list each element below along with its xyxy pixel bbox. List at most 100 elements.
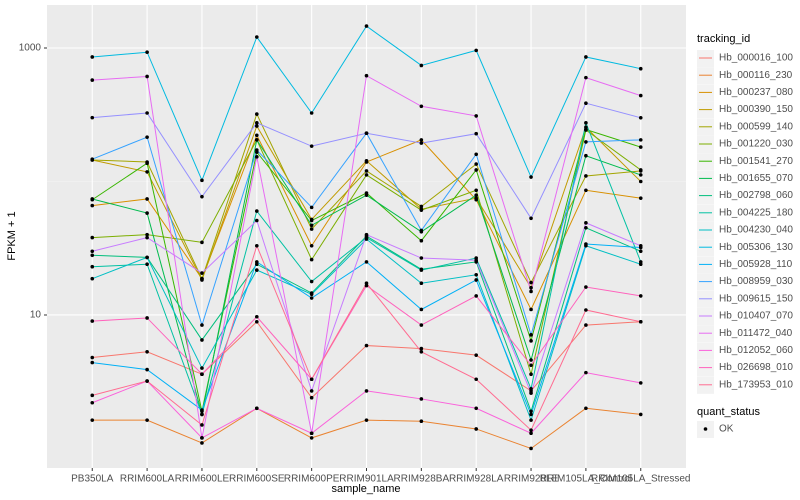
data-point xyxy=(638,116,643,120)
data-point xyxy=(255,260,259,264)
legend-label: Hb_000116_230 xyxy=(719,70,793,81)
data-point xyxy=(309,227,314,231)
data-point xyxy=(200,323,204,327)
data-point xyxy=(90,264,95,269)
data-point xyxy=(145,170,149,174)
data-point xyxy=(419,419,424,424)
data-point xyxy=(309,436,314,440)
data-point xyxy=(474,196,478,200)
data-point xyxy=(529,216,533,221)
data-point xyxy=(474,377,478,382)
data-point xyxy=(200,240,204,245)
data-point xyxy=(90,319,95,323)
data-point xyxy=(584,221,588,225)
data-point xyxy=(309,257,314,262)
data-point xyxy=(638,381,643,385)
data-point xyxy=(474,131,478,136)
data-point xyxy=(529,363,533,368)
data-point xyxy=(529,289,533,294)
data-point xyxy=(584,225,588,230)
data-point xyxy=(529,428,533,433)
data-point xyxy=(419,268,424,272)
data-point xyxy=(145,211,149,215)
data-point xyxy=(90,235,95,240)
data-point xyxy=(309,111,314,115)
y-tick-label: 10 xyxy=(30,310,42,321)
shape-legend-title: quant_status xyxy=(697,406,760,418)
data-point xyxy=(255,121,259,125)
data-point xyxy=(638,412,643,417)
data-point xyxy=(145,135,149,139)
data-point xyxy=(145,197,149,201)
x-axis-title: sample_name xyxy=(331,483,400,495)
data-point xyxy=(529,285,533,290)
data-point xyxy=(364,158,369,163)
data-point xyxy=(145,349,149,354)
data-point xyxy=(200,423,204,427)
data-point xyxy=(255,155,259,159)
legend-label: Hb_001541_270 xyxy=(719,156,793,167)
data-point xyxy=(584,127,588,132)
data-point xyxy=(90,276,95,281)
legend-label: Hb_009615_150 xyxy=(719,293,793,304)
data-point xyxy=(200,412,204,417)
data-point xyxy=(584,101,588,105)
legend-label: Hb_026698_010 xyxy=(719,362,793,373)
data-point xyxy=(90,360,95,365)
data-point xyxy=(584,308,588,312)
data-point xyxy=(584,121,588,125)
data-point xyxy=(145,418,149,422)
data-point xyxy=(255,148,259,152)
data-point xyxy=(638,93,643,98)
data-point xyxy=(200,408,204,412)
legend-label: Hb_012052_060 xyxy=(719,345,793,356)
data-point xyxy=(529,358,533,362)
x-tick-label: RRIM600LA xyxy=(120,474,175,485)
data-point xyxy=(419,281,424,286)
data-point xyxy=(529,175,533,179)
legend-key xyxy=(697,239,714,257)
data-point xyxy=(584,242,588,246)
data-point xyxy=(200,372,204,377)
data-point xyxy=(419,238,424,243)
x-tick-label: PB350LA xyxy=(71,474,114,485)
data-point xyxy=(90,393,95,398)
data-point xyxy=(529,391,533,395)
data-point xyxy=(638,319,643,324)
data-point xyxy=(364,232,369,237)
data-point xyxy=(145,379,149,383)
data-point xyxy=(529,386,533,391)
data-point xyxy=(419,204,424,209)
data-point xyxy=(419,228,424,233)
data-point xyxy=(584,406,588,411)
data-point xyxy=(638,168,643,172)
data-point xyxy=(474,427,478,431)
data-point xyxy=(145,367,149,372)
data-point xyxy=(419,141,424,145)
legend-label: Hb_000016_100 xyxy=(719,53,793,64)
data-point xyxy=(309,279,314,284)
data-point xyxy=(529,280,533,285)
legend-label: Hb_011472_040 xyxy=(719,328,793,339)
data-point xyxy=(474,273,478,277)
data-point xyxy=(200,338,204,342)
data-point xyxy=(364,260,369,264)
data-point xyxy=(638,294,643,298)
data-point xyxy=(584,174,588,178)
data-point xyxy=(90,197,95,201)
data-point xyxy=(584,323,588,327)
data-point xyxy=(309,144,314,148)
data-point xyxy=(309,431,314,436)
data-point xyxy=(364,173,369,177)
legend-label: Hb_002798_060 xyxy=(719,190,793,201)
data-point xyxy=(638,196,643,200)
x-tick-label: RRIM928BA xyxy=(394,474,450,485)
data-point xyxy=(309,377,314,382)
data-point xyxy=(419,397,424,401)
data-point xyxy=(638,262,643,267)
data-point xyxy=(145,74,149,79)
data-point xyxy=(474,193,478,197)
legend-label: Hb_000390_150 xyxy=(719,104,793,115)
data-point xyxy=(474,278,478,282)
